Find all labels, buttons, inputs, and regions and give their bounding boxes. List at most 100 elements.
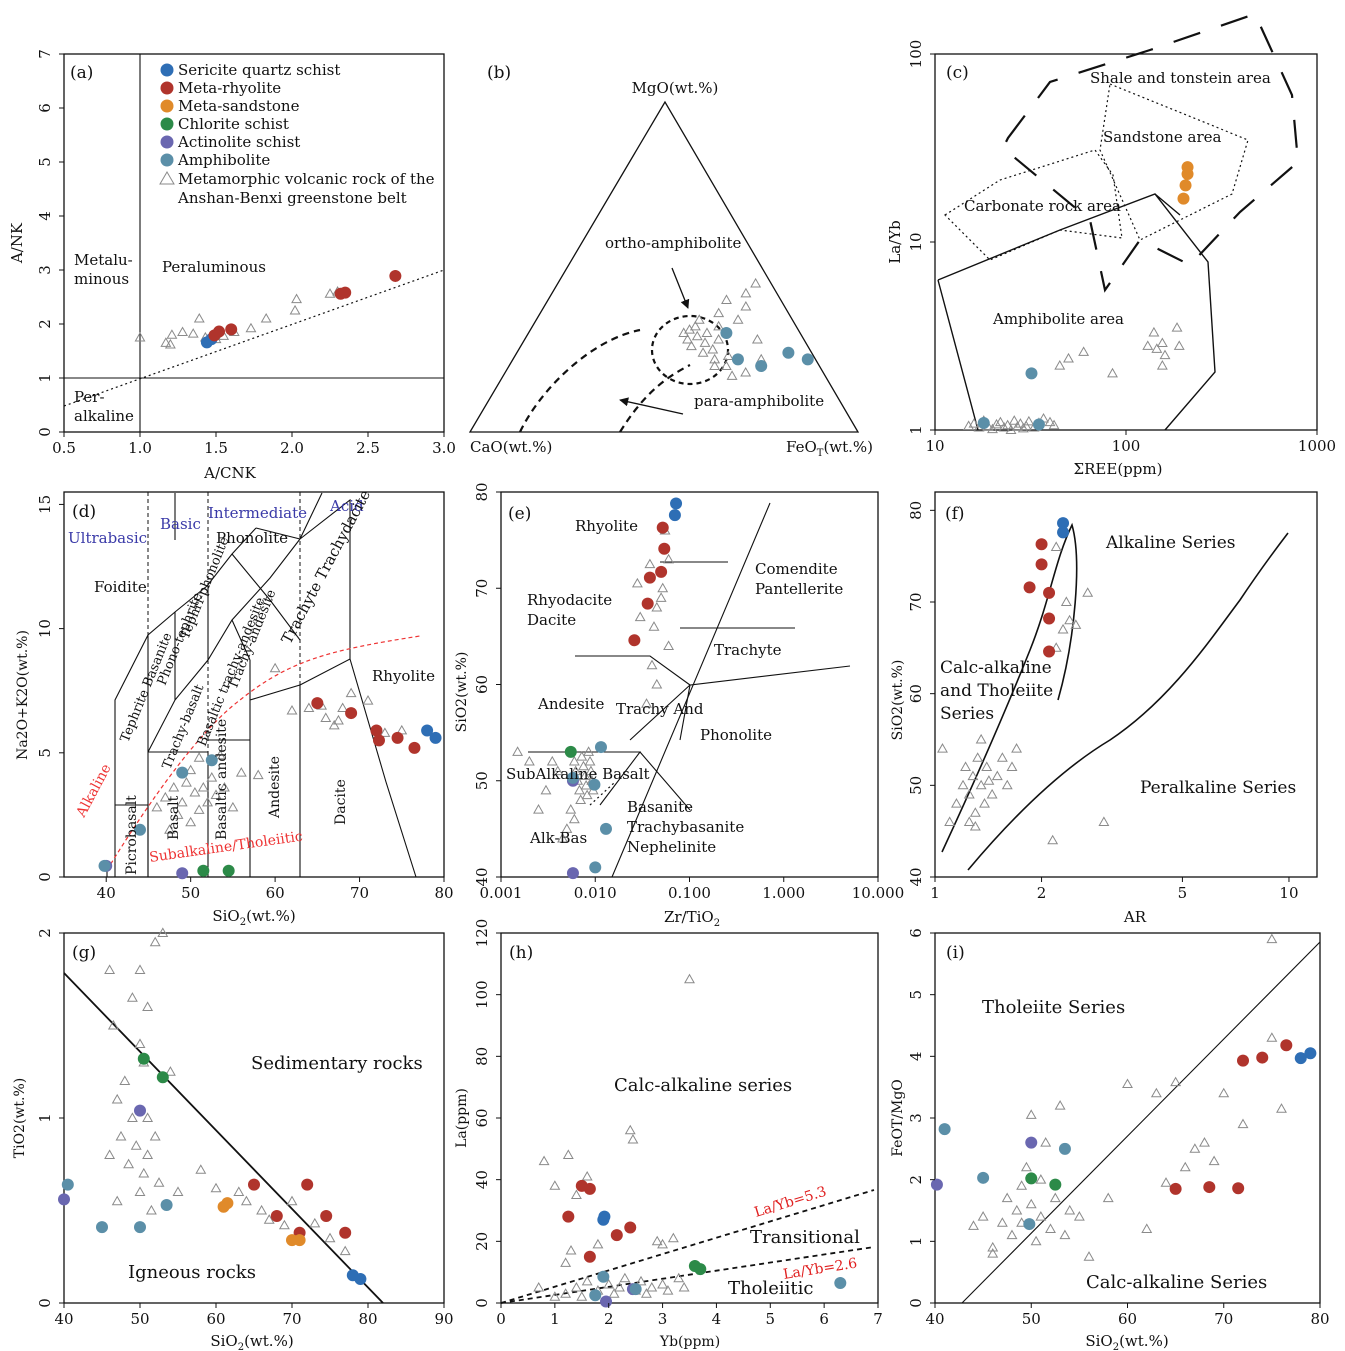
line-layb-5.3 (500, 1189, 875, 1304)
data-point-triangle (967, 770, 979, 781)
x-axis-title: SiO2(wt.%) (212, 907, 295, 928)
region-tholeiitic: Tholeiitic (728, 1278, 813, 1299)
data-point (1043, 612, 1056, 625)
data-point (641, 597, 654, 610)
field-dacite: Dacite (333, 779, 349, 825)
field-basaltic-andesite: Basaltic andesite (214, 719, 230, 840)
plot-frame (63, 53, 445, 433)
data-point-triangle (1045, 1223, 1056, 1233)
data-point-triangle (583, 746, 595, 756)
region-sandstone: Sandstone area (1103, 128, 1222, 146)
data-point (1304, 1047, 1317, 1060)
data-point-triangle (126, 992, 138, 1002)
x-axis-title: SiO2(wt.%) (210, 1332, 293, 1351)
y-tick-label: 70 (907, 592, 925, 611)
field-picrobasalt: Picrobasalt (124, 795, 140, 875)
data-point (134, 1104, 146, 1117)
data-point-triangle (581, 1275, 593, 1286)
data-point (668, 509, 681, 522)
y-tick-label: 2 (36, 928, 54, 938)
field-subalk-basalt: SubAlkaline Basalt (506, 765, 650, 783)
data-point-triangle (644, 558, 656, 569)
y-tick-label: 0 (473, 1298, 491, 1308)
data-point-triangle (1237, 1118, 1249, 1129)
data-point (834, 1276, 847, 1289)
data-point-triangle (1025, 1109, 1037, 1119)
data-point (389, 269, 402, 282)
data-point (720, 327, 733, 339)
data-point-triangle (1064, 1204, 1076, 1215)
points-group (98, 662, 442, 880)
field-carbonate (944, 149, 1123, 261)
y-tick-label: 40 (473, 867, 491, 886)
data-point-triangle (578, 760, 589, 771)
data-point-triangle (153, 1177, 165, 1187)
y-tick-label: 60 (907, 684, 925, 703)
data-point (339, 286, 352, 299)
y-tick-label: 7 (36, 49, 54, 59)
data-point-triangle (1006, 1229, 1018, 1240)
data-point-triangle (177, 326, 189, 337)
data-point-triangle (332, 714, 344, 725)
y-tick-label: 40 (907, 867, 925, 886)
panel-label: (f) (945, 504, 965, 524)
data-point-triangle (172, 1186, 184, 1196)
field-rhyolite: Rhyolite (575, 517, 638, 535)
y-tick-label: 50 (473, 771, 491, 790)
legend-swatch (160, 99, 174, 113)
data-point (1179, 179, 1192, 192)
panel-b: (b) MgO(wt.%) CaO(wt.%) FeOT(wt.%) ortho… (468, 63, 873, 459)
x-tick-label: 10 (925, 437, 944, 455)
data-point-triangle (603, 1278, 615, 1289)
data-point-triangle (740, 366, 752, 377)
data-point-triangle (104, 1149, 116, 1159)
data-point-triangle (570, 1281, 582, 1292)
apex-left-label: CaO(wt.%) (470, 438, 552, 456)
data-point-triangle (1054, 1100, 1066, 1110)
field-trachyand: Trachy And (616, 700, 704, 718)
x-tick-label: 80 (358, 1310, 377, 1328)
x-tick-label: 2 (1037, 884, 1047, 902)
data-point-triangle (565, 1244, 577, 1255)
label-line2: La/Yb=2.6 (782, 1255, 858, 1282)
data-point (372, 734, 385, 747)
data-point-triangle (713, 333, 725, 344)
data-point-triangle (720, 360, 732, 370)
x-tick-label: 0.001 (480, 884, 523, 902)
field-phonolite: Phonolite (700, 726, 772, 744)
y-tick-label: 0 (36, 872, 54, 882)
data-point (98, 859, 111, 872)
legend-label: Metamorphic volcanic rock of the (178, 170, 435, 188)
data-point-triangle (576, 751, 588, 761)
data-point-triangle (130, 1140, 142, 1150)
x-tick-label: 40 (97, 884, 116, 902)
x-tick-label: 2.5 (356, 439, 380, 457)
data-point-triangle (968, 1220, 979, 1230)
field-pantellerite: Pantellerite (755, 580, 843, 598)
y-tick-label: 0 (907, 1298, 925, 1308)
data-point-triangle (214, 749, 226, 760)
data-point-triangle (164, 1066, 176, 1076)
legend-swatch (160, 117, 174, 131)
region-shale: Shale and tonstein area (1090, 69, 1271, 87)
panel-label: (i) (946, 943, 965, 963)
data-point (600, 1295, 613, 1308)
data-point-triangle (256, 1204, 268, 1215)
data-point-triangle (957, 779, 969, 790)
data-point-triangle (562, 1149, 574, 1159)
data-point-triangle (142, 1001, 154, 1011)
points-group (134, 269, 402, 349)
data-point-triangle (1050, 541, 1062, 551)
panel-g: 40 50 60 70 80 90 0 1 2 (g) SiO2(wt.%) TiO2(wt.%… (12, 927, 454, 1351)
data-point-triangle (561, 823, 573, 833)
x-tick-label: 4 (712, 1310, 722, 1328)
y-tick-label: 100 (907, 40, 925, 69)
tick-group: 40 50 60 70 80 0 5 10 15 (36, 495, 454, 902)
data-point-triangle (1199, 1137, 1210, 1147)
data-point-triangle (260, 312, 272, 323)
data-point (222, 864, 235, 877)
data-point-triangle (685, 340, 697, 351)
data-point-triangle (972, 752, 984, 762)
data-point-triangle (159, 791, 171, 802)
y-tick-label: 10 (907, 232, 925, 251)
